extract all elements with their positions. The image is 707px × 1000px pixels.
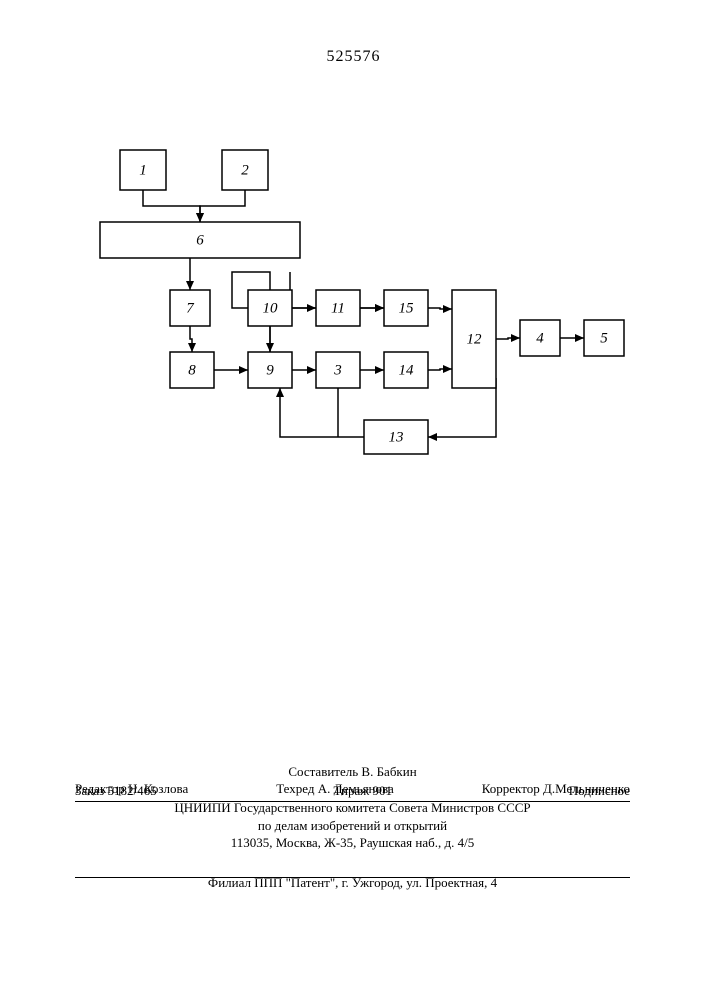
- block-label-12: 12: [467, 331, 483, 347]
- edge-n1-n6: [143, 190, 200, 222]
- compiler-credit: Составитель В. Бабкин: [75, 763, 630, 781]
- custom-edge-3: [280, 388, 364, 437]
- block-diagram: 126781091131514124513: [0, 0, 707, 520]
- block-label-8: 8: [188, 362, 196, 378]
- block-label-13: 13: [389, 429, 404, 445]
- podpisnoe: Подписное: [569, 782, 630, 800]
- block-label-1: 1: [139, 162, 147, 178]
- block-label-11: 11: [331, 300, 345, 316]
- block-label-4: 4: [536, 330, 544, 346]
- block-label-10: 10: [263, 300, 279, 316]
- tirage: Тираж 901: [333, 782, 392, 800]
- page: 525576 126781091131514124513 Составитель…: [0, 0, 707, 1000]
- block-label-15: 15: [399, 300, 415, 316]
- block-label-3: 3: [333, 362, 342, 378]
- block-label-9: 9: [266, 362, 274, 378]
- footer-filial: Филиал ППП "Патент", г. Ужгород, ул. Про…: [75, 874, 630, 892]
- org-line-2: по делам изобретений и открытий: [75, 817, 630, 835]
- org-line-1: ЦНИИПИ Государственного комитета Совета …: [75, 799, 630, 817]
- edge-n2-n6: [200, 190, 245, 222]
- footer-publication: Заказ 5182/465 Тираж 901 Подписное ЦНИИП…: [75, 782, 630, 852]
- filial-line: Филиал ППП "Патент", г. Ужгород, ул. Про…: [75, 874, 630, 892]
- block-label-6: 6: [196, 232, 204, 248]
- block-label-2: 2: [241, 162, 249, 178]
- block-label-5: 5: [600, 330, 608, 346]
- block-label-14: 14: [399, 362, 415, 378]
- order-number: Заказ 5182/465: [75, 782, 157, 800]
- org-line-3: 113035, Москва, Ж-35, Раушская наб., д. …: [75, 834, 630, 852]
